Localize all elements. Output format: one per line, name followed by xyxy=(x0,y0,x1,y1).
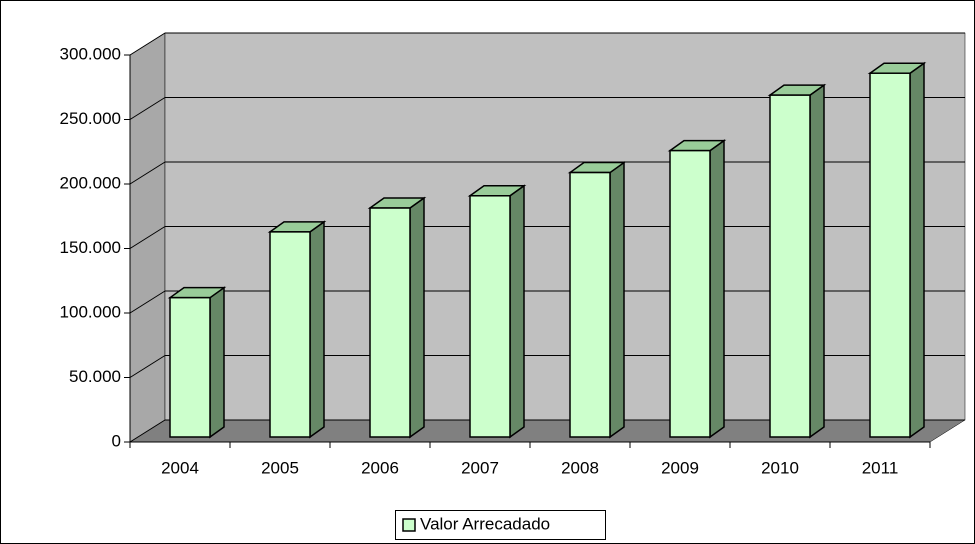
bar xyxy=(469,195,511,438)
bar xyxy=(769,94,811,438)
legend-label: Valor Arrecadado xyxy=(420,514,550,533)
x-tick-label: 2006 xyxy=(361,458,399,477)
grid-line-side xyxy=(129,226,166,249)
bar-side xyxy=(409,196,425,439)
x-tick-label: 2008 xyxy=(561,458,599,477)
x-tick-label: 2005 xyxy=(261,458,299,477)
grid-line-side xyxy=(129,290,166,314)
x-tick-label: 2004 xyxy=(161,458,199,477)
bar-side xyxy=(709,139,725,439)
y-tick-label: 50.000 xyxy=(69,367,121,386)
legend-box xyxy=(395,510,606,540)
floor xyxy=(129,419,966,443)
bar xyxy=(369,207,411,438)
bar xyxy=(569,171,611,438)
y-tick-label: 150.000 xyxy=(60,238,121,257)
bar xyxy=(169,296,211,438)
y-tick-label: 200.000 xyxy=(60,173,121,192)
bar xyxy=(869,72,911,438)
bar-side xyxy=(609,161,625,439)
y-tick-label: 250.000 xyxy=(60,109,121,128)
legend-swatch xyxy=(402,518,416,532)
bar xyxy=(269,231,311,438)
grid-line-side xyxy=(129,355,166,378)
x-tick-label: 2009 xyxy=(661,458,699,477)
x-tick-label: 2007 xyxy=(461,458,499,477)
bar-side xyxy=(209,286,225,439)
grid-line-side xyxy=(129,419,166,443)
bar-side xyxy=(909,61,925,439)
y-tick-label: 0 xyxy=(112,431,121,450)
bar xyxy=(669,149,711,438)
bar-side xyxy=(809,83,825,439)
grid-line-side xyxy=(129,97,166,120)
x-tick-label: 2010 xyxy=(761,458,799,477)
y-tick-label: 300.000 xyxy=(60,44,121,63)
bar-side xyxy=(309,220,325,439)
y-tick-label: 100.000 xyxy=(60,302,121,321)
x-tick-label: 2011 xyxy=(862,458,899,477)
grid-line-side xyxy=(129,161,166,185)
bar-side xyxy=(509,184,525,439)
grid-line-side xyxy=(129,32,166,56)
